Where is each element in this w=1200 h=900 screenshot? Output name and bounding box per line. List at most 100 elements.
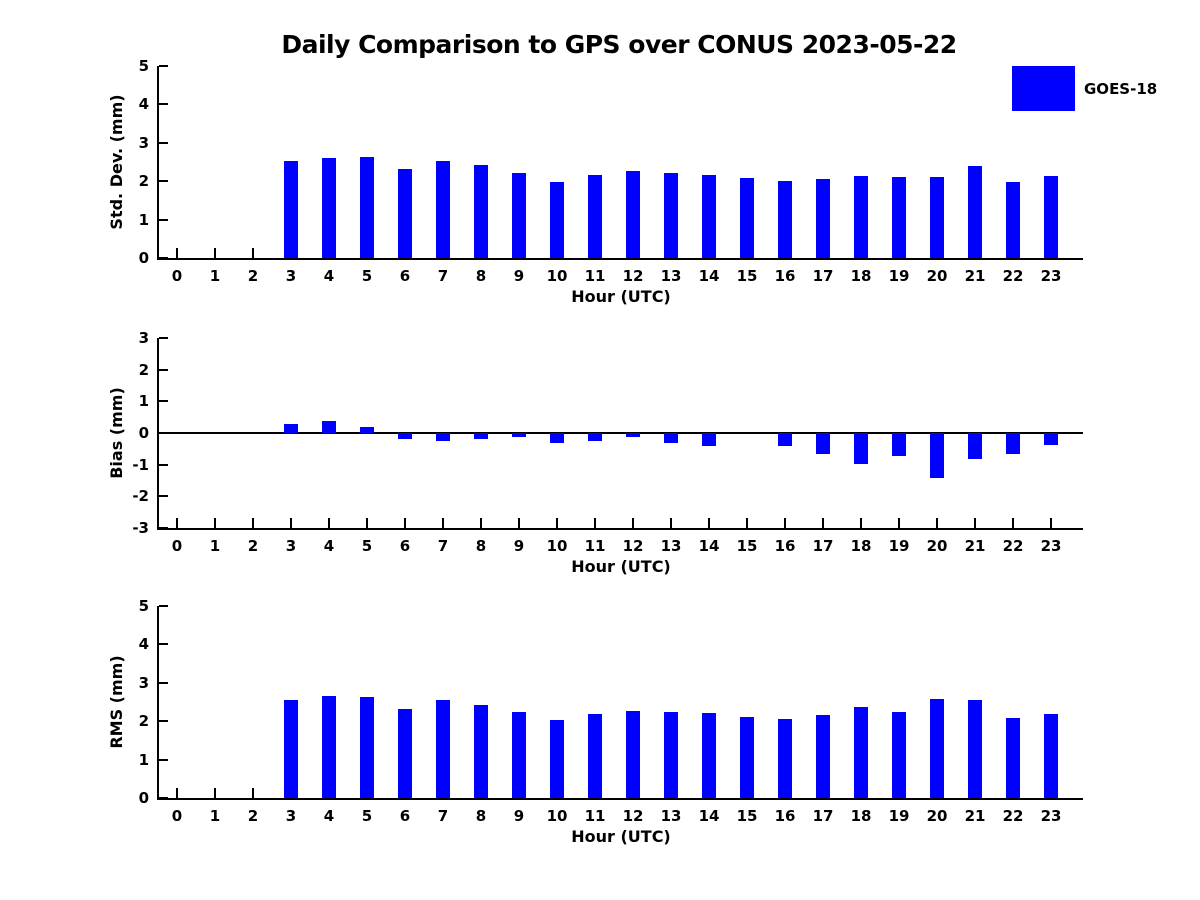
y-tick (159, 218, 168, 221)
bar-hour-19 (892, 433, 906, 457)
bar-hour-11 (588, 433, 602, 442)
x-tick-label: 3 (285, 267, 297, 285)
y-tick-label: 0 (138, 249, 149, 267)
x-tick-label: 17 (812, 267, 834, 285)
x-tick-label: 0 (171, 807, 183, 825)
bar-hour-8 (474, 705, 488, 798)
stddev-x-axis-label: Hour (UTC) (571, 287, 671, 306)
x-tick-label: 20 (926, 537, 948, 555)
bar-hour-15 (740, 177, 754, 258)
x-tick-label: 1 (209, 807, 221, 825)
bar-hour-18 (854, 433, 868, 465)
x-tick-label: 10 (546, 807, 568, 825)
bar-hour-5 (360, 697, 374, 798)
x-tick-label: 15 (736, 267, 758, 285)
bar-hour-16 (778, 718, 792, 798)
bar-hour-3 (284, 160, 298, 258)
x-tick (784, 518, 786, 528)
x-tick-label: 4 (323, 807, 335, 825)
x-tick-label: 12 (622, 267, 644, 285)
x-tick (252, 788, 254, 798)
x-tick-label: 8 (475, 267, 487, 285)
bar-hour-15 (740, 716, 754, 798)
bar-hour-21 (968, 166, 982, 258)
x-tick-label: 6 (399, 807, 411, 825)
x-tick-label: 21 (964, 807, 986, 825)
x-tick (518, 518, 520, 528)
bar-hour-17 (816, 178, 830, 258)
x-tick (860, 518, 862, 528)
x-tick (936, 518, 938, 528)
x-tick-label: 3 (285, 807, 297, 825)
x-tick (974, 518, 976, 528)
bar-hour-10 (550, 433, 564, 443)
x-tick (822, 518, 824, 528)
y-tick (159, 527, 168, 529)
y-tick (159, 605, 168, 607)
x-tick (252, 248, 254, 258)
x-tick-label: 2 (247, 267, 259, 285)
y-tick (159, 681, 168, 684)
bar-hour-19 (892, 176, 906, 258)
y-tick-label: 1 (138, 392, 149, 411)
bar-hour-7 (436, 700, 450, 798)
x-tick-label: 19 (888, 537, 910, 555)
y-tick (159, 337, 168, 339)
bar-hour-11 (588, 174, 602, 258)
x-tick (214, 788, 216, 798)
bar-hour-5 (360, 427, 374, 433)
x-tick-label: 22 (1002, 537, 1024, 555)
bar-hour-20 (930, 176, 944, 258)
x-tick-label: 14 (698, 807, 720, 825)
x-tick (556, 518, 558, 528)
bar-hour-13 (664, 172, 678, 258)
y-tick-label: 4 (138, 635, 149, 654)
y-tick-label: 0 (138, 789, 149, 807)
x-tick-label: 17 (812, 807, 834, 825)
bar-hour-14 (702, 433, 716, 447)
x-tick (176, 518, 178, 528)
bar-hour-22 (1006, 433, 1020, 454)
bar-hour-21 (968, 433, 982, 459)
x-tick-label: 16 (774, 807, 796, 825)
bar-hour-23 (1044, 433, 1058, 446)
bar-hour-16 (778, 180, 792, 258)
x-tick-label: 12 (622, 807, 644, 825)
x-tick (670, 518, 672, 528)
bar-hour-16 (778, 433, 792, 447)
x-tick-label: 13 (660, 267, 682, 285)
x-tick-label: 19 (888, 267, 910, 285)
x-tick-label: 5 (361, 537, 373, 555)
x-tick-label: 9 (513, 537, 525, 555)
x-tick (328, 518, 330, 528)
x-tick-label: 16 (774, 267, 796, 285)
bar-hour-19 (892, 711, 906, 798)
x-tick-label: 23 (1040, 267, 1062, 285)
x-tick (252, 518, 254, 528)
y-tick-label: -1 (132, 455, 149, 474)
x-tick (594, 518, 596, 528)
y-tick (159, 643, 168, 646)
bar-hour-14 (702, 174, 716, 258)
legend: GOES-18 (1012, 66, 1157, 111)
y-tick-label: 3 (138, 133, 149, 152)
x-tick (176, 788, 178, 798)
x-tick-label: 3 (285, 537, 297, 555)
y-tick-label: 5 (138, 597, 149, 615)
x-tick-label: 18 (850, 537, 872, 555)
y-tick (159, 257, 168, 259)
y-tick-label: 5 (138, 57, 149, 75)
bar-hour-4 (322, 695, 336, 798)
y-tick-label: 2 (138, 712, 149, 731)
x-tick-label: 4 (323, 537, 335, 555)
x-tick (1050, 518, 1052, 528)
x-tick-label: 1 (209, 267, 221, 285)
x-tick-label: 20 (926, 807, 948, 825)
x-tick-label: 9 (513, 267, 525, 285)
y-tick (159, 797, 168, 799)
x-tick-label: 10 (546, 537, 568, 555)
bar-hour-6 (398, 168, 412, 258)
y-tick (159, 495, 168, 498)
x-tick-label: 18 (850, 807, 872, 825)
y-tick-label: -3 (132, 519, 149, 537)
